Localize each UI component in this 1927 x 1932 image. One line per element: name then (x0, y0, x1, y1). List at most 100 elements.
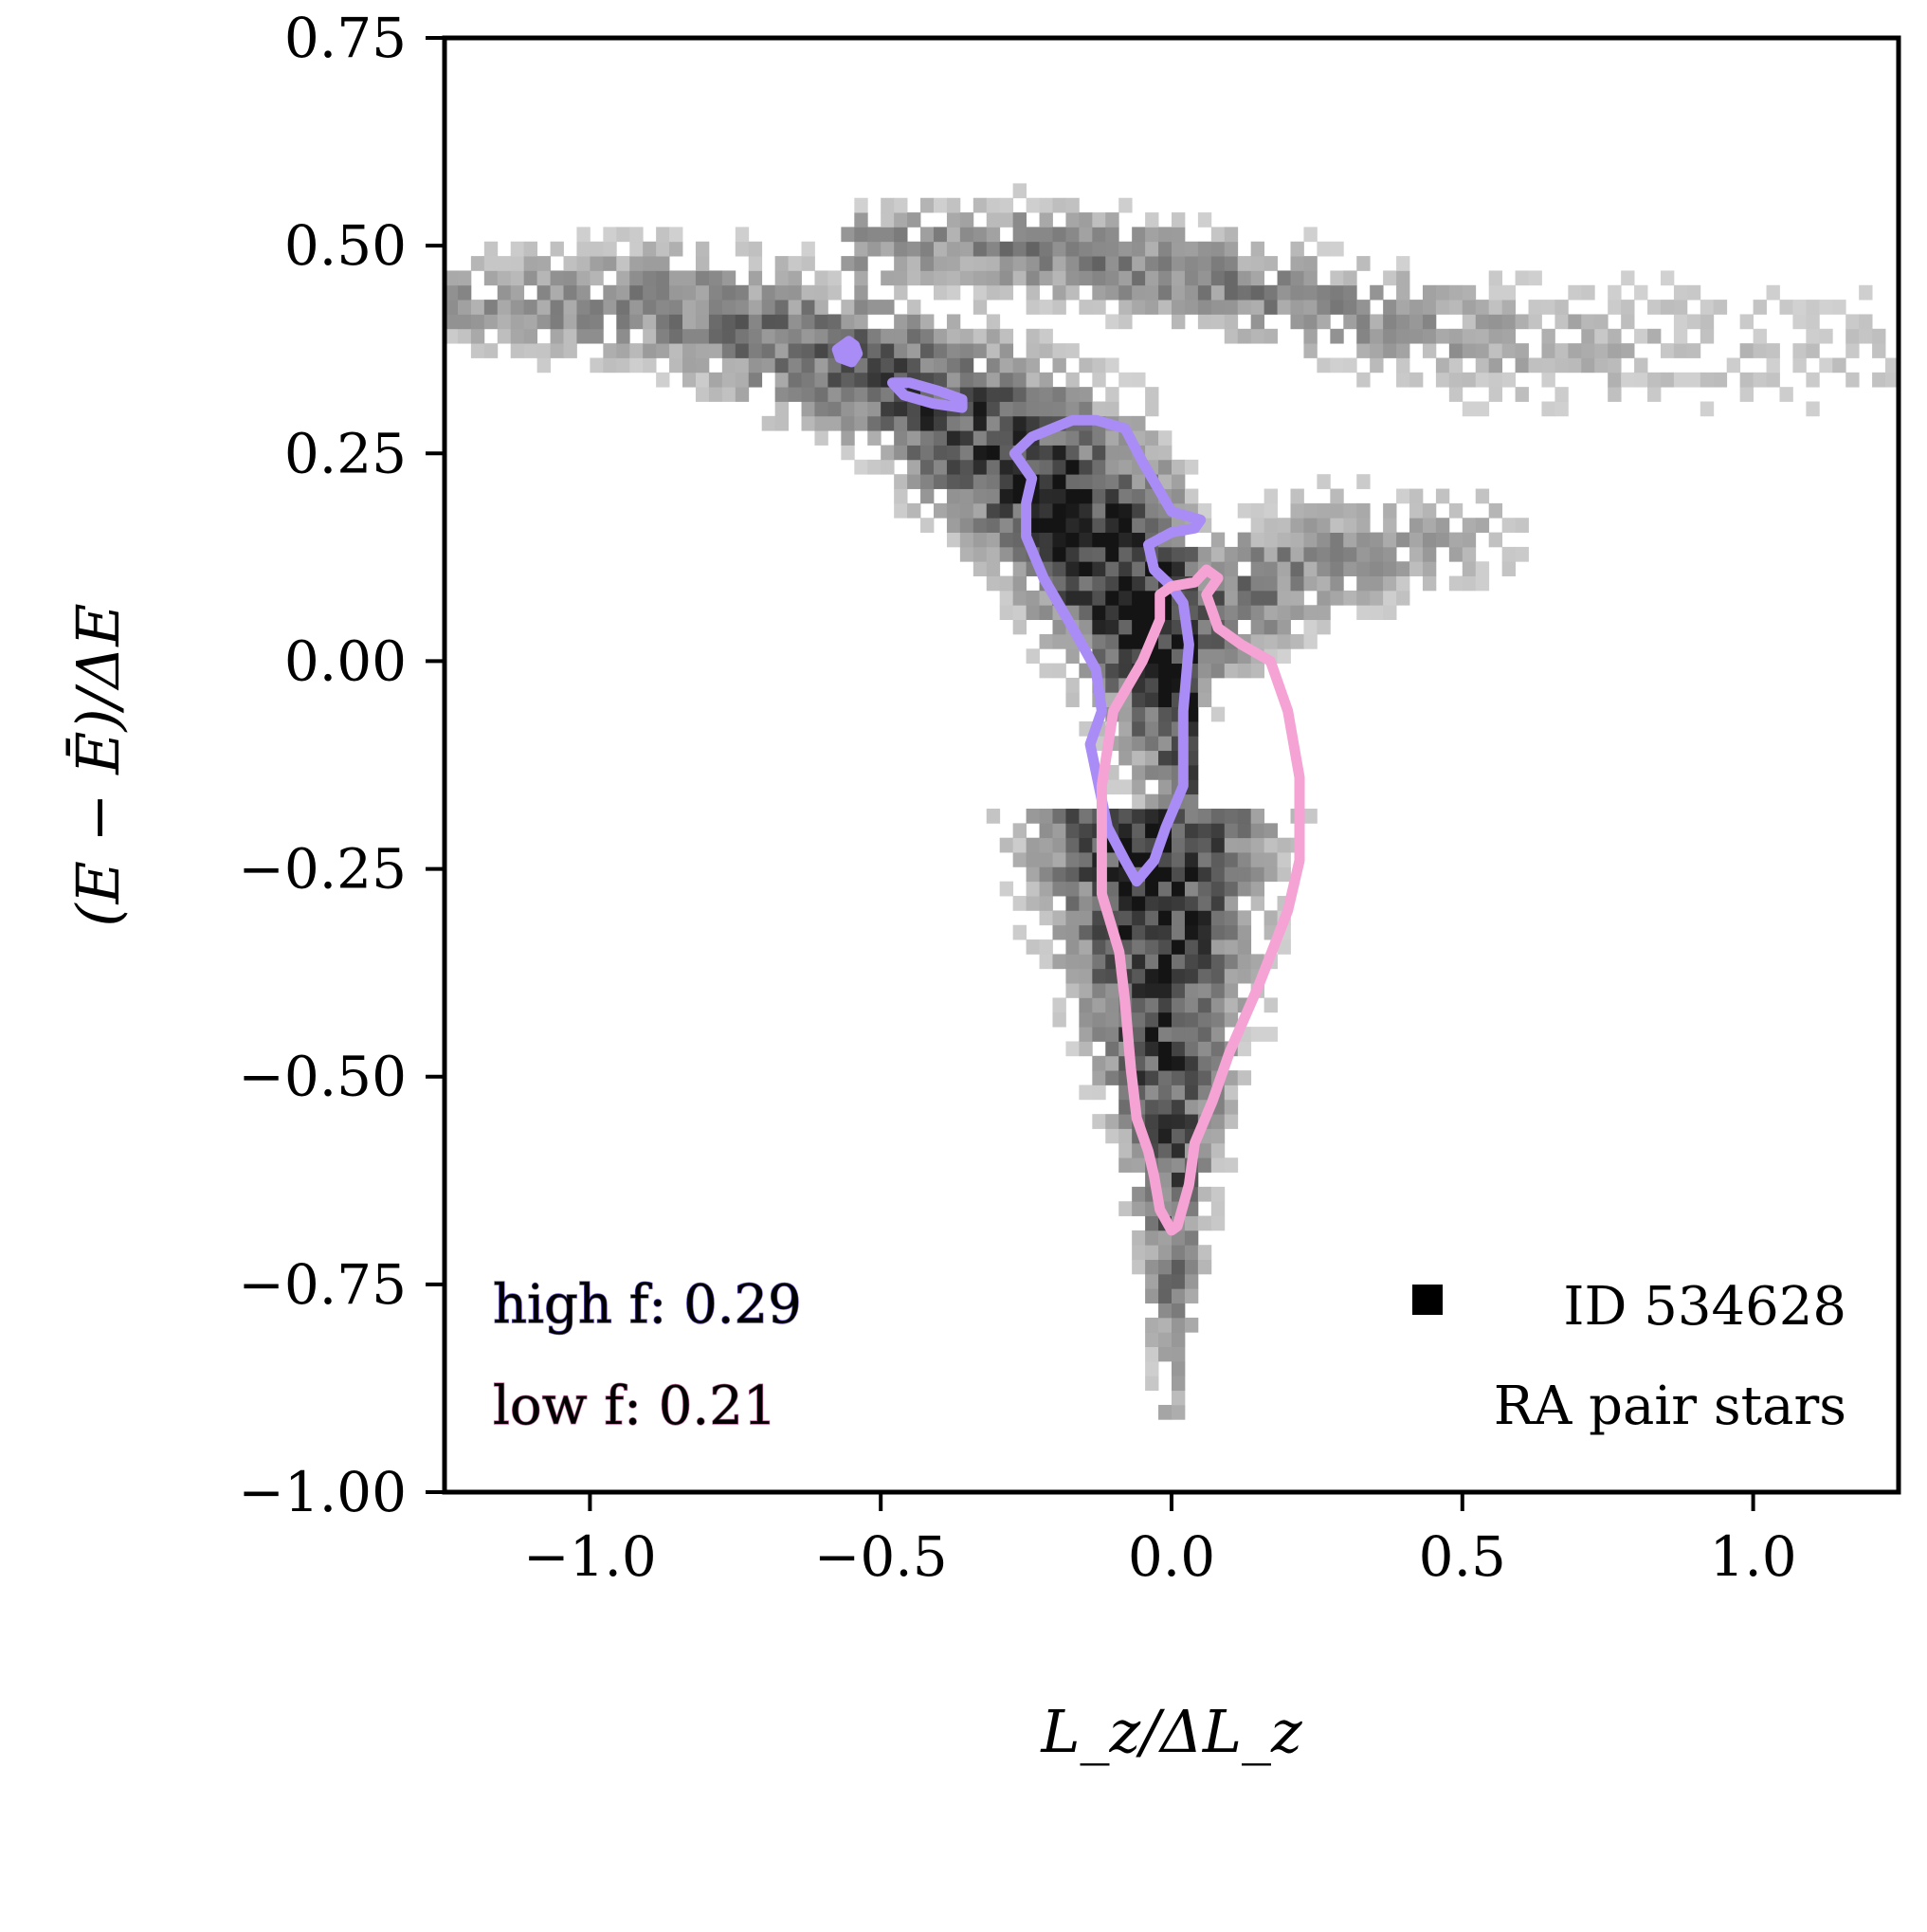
heatmap-cell (1132, 954, 1146, 970)
heatmap-cell (973, 459, 988, 475)
heatmap-cell (1065, 459, 1080, 475)
heatmap-cell (669, 357, 683, 374)
heatmap-cell (1118, 736, 1133, 752)
heatmap-cell (1012, 372, 1027, 388)
heatmap-cell (1145, 1230, 1159, 1246)
heatmap-cell (748, 300, 763, 315)
heatmap-cell (1145, 502, 1159, 519)
heatmap-cell (1052, 910, 1066, 926)
heatmap-cell (1501, 314, 1516, 330)
heatmap-cell (867, 227, 882, 243)
heatmap-cell (1092, 300, 1106, 315)
heatmap-cell (1065, 532, 1080, 548)
heatmap-cell (1356, 372, 1371, 388)
heatmap-cell (1515, 270, 1529, 286)
heatmap-cell (986, 314, 1001, 330)
heatmap-cell (1052, 256, 1066, 271)
heatmap-cell (1290, 605, 1304, 620)
heatmap-cell (1065, 241, 1080, 257)
heatmap-cell (1118, 809, 1133, 824)
heatmap-cell (550, 314, 564, 330)
heatmap-cell (669, 300, 683, 315)
heatmap-cell (1118, 823, 1133, 839)
heatmap-cell (590, 357, 604, 374)
heatmap-cell (933, 343, 948, 358)
heatmap-cell (894, 357, 908, 374)
heatmap-cell (1237, 954, 1252, 970)
heatmap-cell (1290, 561, 1304, 576)
heatmap-cell (1210, 1027, 1226, 1042)
heatmap-cell (894, 502, 908, 519)
heatmap-cell (1145, 1317, 1159, 1333)
heatmap-cell (1118, 474, 1133, 489)
heatmap-cell (933, 227, 948, 243)
heatmap-cell (1158, 924, 1173, 940)
heatmap-cell (1621, 343, 1635, 358)
heatmap-cell (986, 256, 1001, 271)
heatmap-cell (959, 212, 974, 228)
heatmap-cell (986, 284, 1001, 301)
heatmap-cell (1541, 357, 1555, 374)
heatmap-cell (1197, 1245, 1212, 1260)
heatmap-cell (1462, 561, 1477, 576)
heatmap-cell (1079, 1027, 1093, 1042)
heatmap-cell (445, 314, 459, 330)
heatmap-cell (774, 256, 789, 271)
heatmap-cell (1039, 809, 1053, 824)
heatmap-cell (1065, 518, 1080, 533)
heatmap-cell (695, 241, 710, 257)
heatmap-cell (1277, 300, 1291, 315)
heatmap-cell (1184, 968, 1199, 984)
heatmap-cell (1885, 357, 1899, 374)
heatmap-cell (1132, 997, 1146, 1013)
heatmap-cell (682, 343, 697, 358)
heatmap-cell (1079, 809, 1093, 824)
heatmap-cell (1105, 997, 1119, 1013)
heatmap-cell (1634, 357, 1648, 374)
heatmap-cell (1079, 474, 1093, 489)
heatmap-cell (1105, 619, 1119, 635)
heatmap-cell (894, 328, 908, 344)
heatmap-cell (643, 284, 657, 301)
heatmap-cell (1145, 241, 1159, 257)
heatmap-cell (1753, 372, 1767, 388)
heatmap-cell (748, 328, 763, 344)
heatmap-cell (1065, 546, 1080, 562)
heatmap-cell (1263, 328, 1278, 344)
heatmap-cell (563, 284, 577, 301)
heatmap-cell (1132, 1259, 1146, 1275)
heatmap-cell (1317, 300, 1331, 315)
heatmap-cell (682, 300, 697, 315)
heatmap-cell (1263, 619, 1278, 635)
legend-low-f: low f: 0.21 (493, 1376, 776, 1437)
heatmap-cell (1700, 300, 1715, 315)
heatmap-cell (1224, 881, 1239, 897)
heatmap-cell (854, 300, 868, 315)
heatmap-cell (1105, 648, 1119, 665)
heatmap-cell (1197, 954, 1212, 970)
heatmap-cell (801, 241, 815, 257)
heatmap-cell (1608, 357, 1622, 374)
heatmap-cell (1065, 939, 1080, 955)
heatmap-cell (1210, 227, 1226, 243)
heatmap-cell (881, 270, 895, 286)
heatmap-cell (1145, 1273, 1159, 1289)
heatmap-cell (1608, 387, 1622, 402)
heatmap-cell (1118, 1128, 1133, 1144)
heatmap-cell (1462, 328, 1477, 344)
heatmap-cell (920, 474, 935, 489)
heatmap-cell (881, 241, 895, 257)
heatmap-cell (445, 270, 459, 286)
heatmap-cell (1330, 575, 1344, 592)
heatmap-cell (1172, 459, 1186, 475)
heatmap-cell (735, 284, 750, 301)
heatmap-cell (1092, 430, 1106, 446)
heatmap-cell (1237, 300, 1252, 315)
heatmap-cell (894, 314, 908, 330)
heatmap-cell (1158, 1172, 1173, 1188)
heatmap-cell (1290, 284, 1304, 301)
heatmap-cell (1806, 343, 1820, 358)
heatmap-cell (1224, 241, 1239, 257)
heatmap-cell (1263, 866, 1278, 883)
heatmap-cell (1012, 590, 1027, 606)
